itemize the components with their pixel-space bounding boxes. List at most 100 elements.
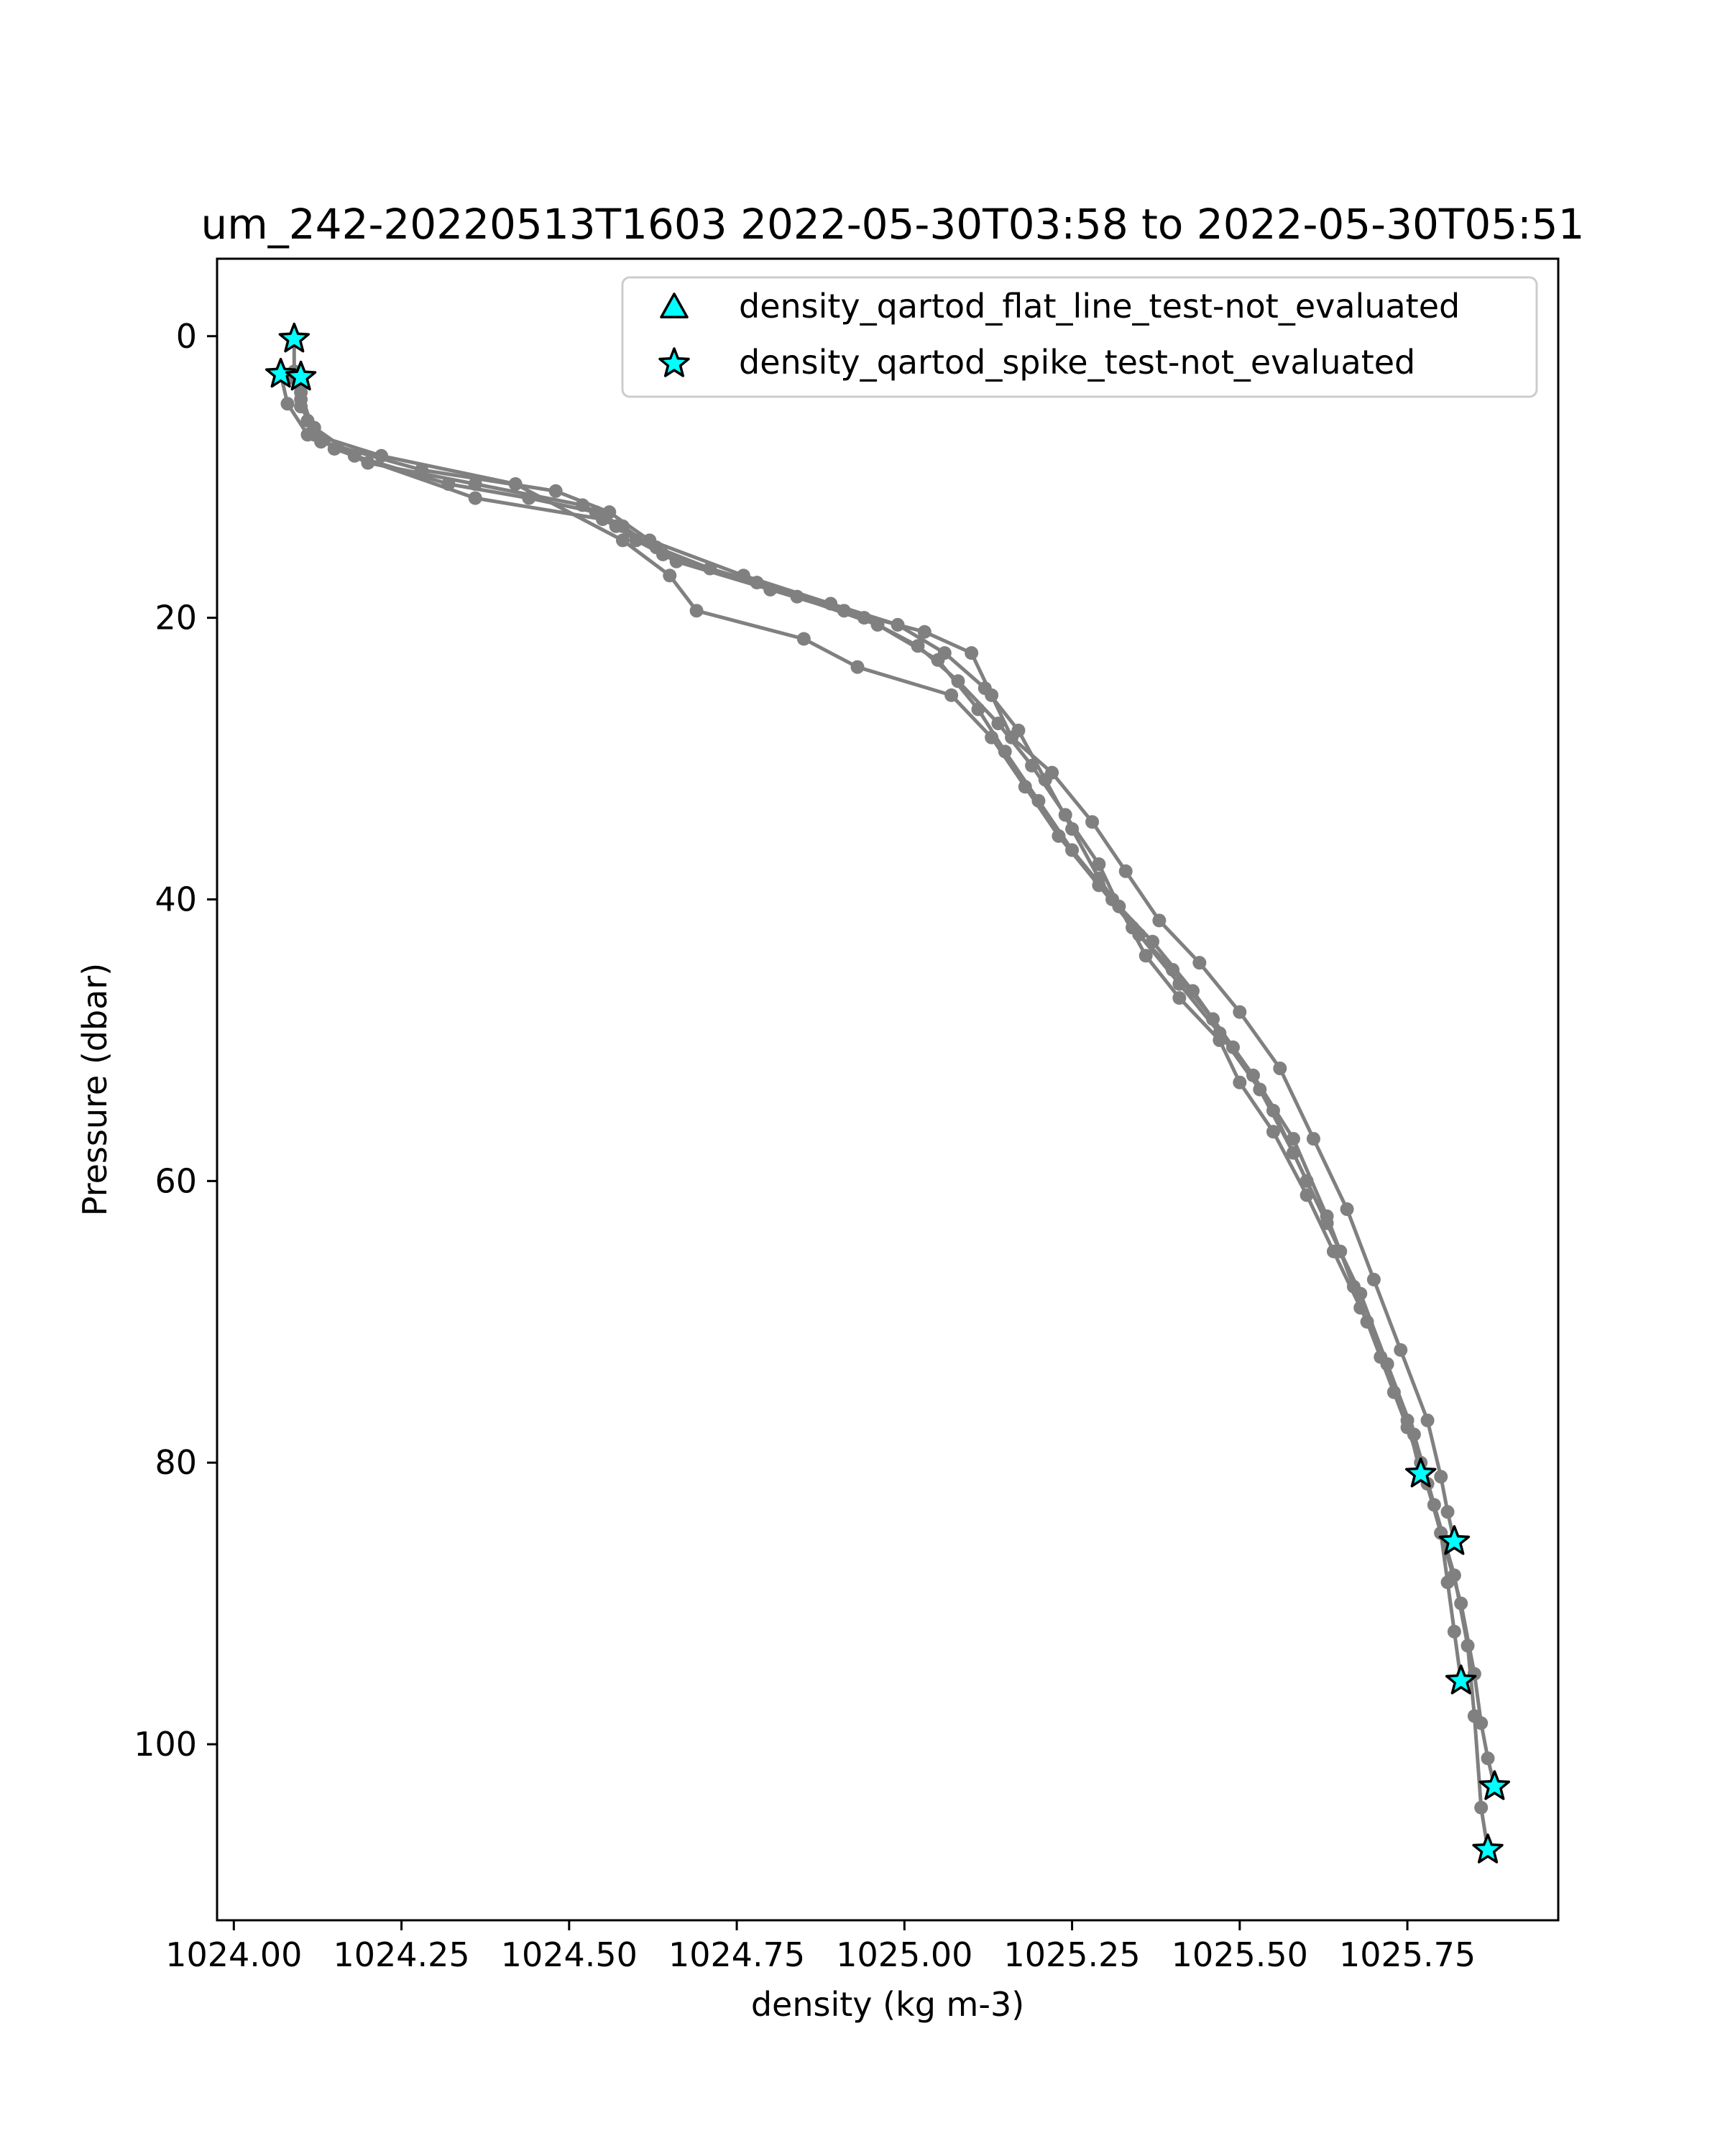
profile-point [294, 385, 308, 400]
profile-point [1420, 1413, 1435, 1427]
profile-point [1474, 1800, 1489, 1815]
profile-point [1447, 1624, 1461, 1639]
profile-point [944, 688, 959, 702]
spike-test-star-marker [285, 360, 317, 391]
profile-point [1481, 1751, 1495, 1766]
legend-star-marker [658, 347, 690, 377]
x-tick-label: 1025.75 [1339, 1935, 1476, 1974]
profile-point [965, 646, 979, 660]
profile-point [1011, 723, 1026, 737]
profile-point [1085, 815, 1100, 829]
profile-point [931, 653, 945, 667]
profile-point [1052, 829, 1066, 843]
profile-point [1427, 1498, 1441, 1512]
profile-point [1192, 956, 1207, 970]
y-tick-label: 80 [155, 1443, 197, 1482]
profile-point [595, 512, 610, 526]
y-tick-label: 100 [134, 1725, 197, 1764]
profile-point [1440, 1505, 1455, 1519]
profile-point [891, 617, 905, 632]
profile-point [1340, 1202, 1354, 1217]
spike-test-star-marker [278, 322, 310, 353]
spike-test-star-marker [264, 357, 297, 388]
x-tick-label: 1025.25 [1003, 1935, 1140, 1974]
legend-label-flat-line-test: density_qartod_flat_line_test-not_evalua… [739, 287, 1460, 326]
profile-point [1233, 1075, 1247, 1089]
x-tick-label: 1024.75 [668, 1935, 805, 1974]
x-tick-label: 1025.00 [836, 1935, 972, 1974]
profile-point [1286, 1146, 1300, 1160]
spike-test-star-marker [1445, 1664, 1477, 1695]
x-tick-label: 1025.50 [1172, 1935, 1308, 1974]
profile-point [1460, 1639, 1475, 1653]
y-axis-label: Pressure (dbar) [75, 963, 114, 1216]
x-tick-label: 1024.50 [501, 1935, 638, 1974]
spike-test-star-marker [1438, 1525, 1471, 1555]
profile-point [1172, 991, 1187, 1005]
profile-point [1092, 857, 1106, 872]
profile-point [1306, 1132, 1320, 1146]
profile-point [1394, 1342, 1408, 1357]
profile-point [327, 442, 341, 456]
profile-point [1018, 780, 1032, 794]
profile-point [1092, 878, 1106, 893]
profile-point [1233, 1005, 1247, 1019]
profile-point [1353, 1286, 1368, 1301]
legend-label-spike-test: density_qartod_spike_test-not_evaluated [739, 343, 1415, 382]
profile-point [1320, 1216, 1334, 1230]
profile-point [1366, 1273, 1381, 1287]
profile-point [703, 561, 717, 576]
x-tick-label: 1024.25 [333, 1935, 469, 1974]
profile-point [1266, 1125, 1280, 1139]
profile-point [1138, 949, 1153, 963]
profile-point [548, 484, 563, 498]
profile-point [1273, 1061, 1287, 1076]
y-tick-label: 20 [155, 599, 197, 637]
profile-point [917, 625, 932, 639]
profile-point [971, 702, 985, 717]
x-axis: 1024.00 1024.25 1024.50 1024.75 1025.00 1025.… [165, 1920, 1476, 1974]
profile-point [870, 617, 885, 632]
x-axis-label: density (kg m-3) [751, 1985, 1024, 2024]
profile-point [1225, 1040, 1240, 1054]
profile-point [1118, 864, 1133, 878]
profile-point [1038, 773, 1052, 787]
y-tick-label: 40 [155, 880, 197, 918]
profile-point [1152, 913, 1167, 928]
y-axis: 0 20 40 60 80 100 [134, 317, 217, 1764]
profile-point [374, 448, 389, 463]
profile-point [689, 604, 704, 618]
profile-point [850, 660, 865, 674]
profile-point [1407, 1427, 1421, 1442]
profile-point [280, 397, 295, 411]
spike-test-star-marker [1405, 1457, 1437, 1488]
profile-point [1065, 822, 1080, 837]
chart-title: um_242-20220513T1603 2022-05-30T03:58 to… [201, 200, 1585, 249]
spike-test-star-marker [1478, 1770, 1511, 1800]
profile-point [1253, 1082, 1267, 1097]
profile-point [1467, 1709, 1481, 1723]
plot-area [264, 322, 1511, 1864]
spike-test-star-marker [1472, 1833, 1504, 1864]
profile-point [508, 476, 523, 491]
legend-frame [621, 276, 1538, 398]
profile-point [663, 568, 677, 583]
profile-point [1172, 977, 1187, 991]
profile-point [790, 589, 804, 604]
y-tick-label: 60 [155, 1161, 197, 1200]
profile-point [978, 681, 992, 696]
profile-point [1132, 927, 1146, 941]
profile-point [307, 428, 321, 442]
plot-frame [216, 257, 1560, 1922]
profile-point [615, 533, 630, 548]
x-tick-label: 1024.00 [165, 1935, 302, 1974]
profile-point [649, 540, 663, 555]
profile-point [468, 491, 482, 505]
profile-point [1380, 1357, 1394, 1371]
profile-point [1447, 1568, 1461, 1583]
profile-point [796, 632, 811, 646]
profile-point [985, 730, 999, 745]
profile-point [1213, 1026, 1227, 1041]
legend-triangle-marker [660, 292, 689, 319]
